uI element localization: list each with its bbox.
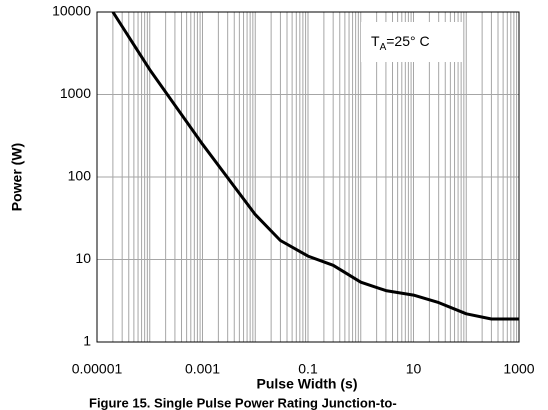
y-tick-label: 1000	[60, 85, 91, 101]
annotation: TA=25° C	[371, 33, 430, 53]
y-tick-label: 10	[75, 250, 91, 266]
annotation-text: T	[371, 33, 380, 49]
plot-frame	[96, 11, 520, 343]
x-tick-label: 1000	[503, 361, 534, 377]
chart-title: Figure 15. Single Pulse Power Rating Jun…	[89, 395, 397, 410]
y-axis-label: Power (W)	[9, 143, 25, 211]
x-tick-label: 0.1	[298, 361, 318, 377]
annotation-box	[361, 22, 462, 62]
y-tick-label: 100	[68, 168, 92, 184]
annotation-sub: A	[380, 42, 387, 53]
y-tick-label: 10000	[52, 3, 91, 19]
x-tick-label: 0.00001	[72, 361, 123, 377]
x-tick-label: 10	[406, 361, 422, 377]
y-tick-label: 1	[83, 333, 91, 349]
line-series	[111, 12, 519, 321]
annotation-text: =25° C	[386, 33, 429, 49]
x-axis-label: Pulse Width (s)	[257, 376, 358, 392]
x-tick-label: 0.001	[185, 361, 220, 377]
